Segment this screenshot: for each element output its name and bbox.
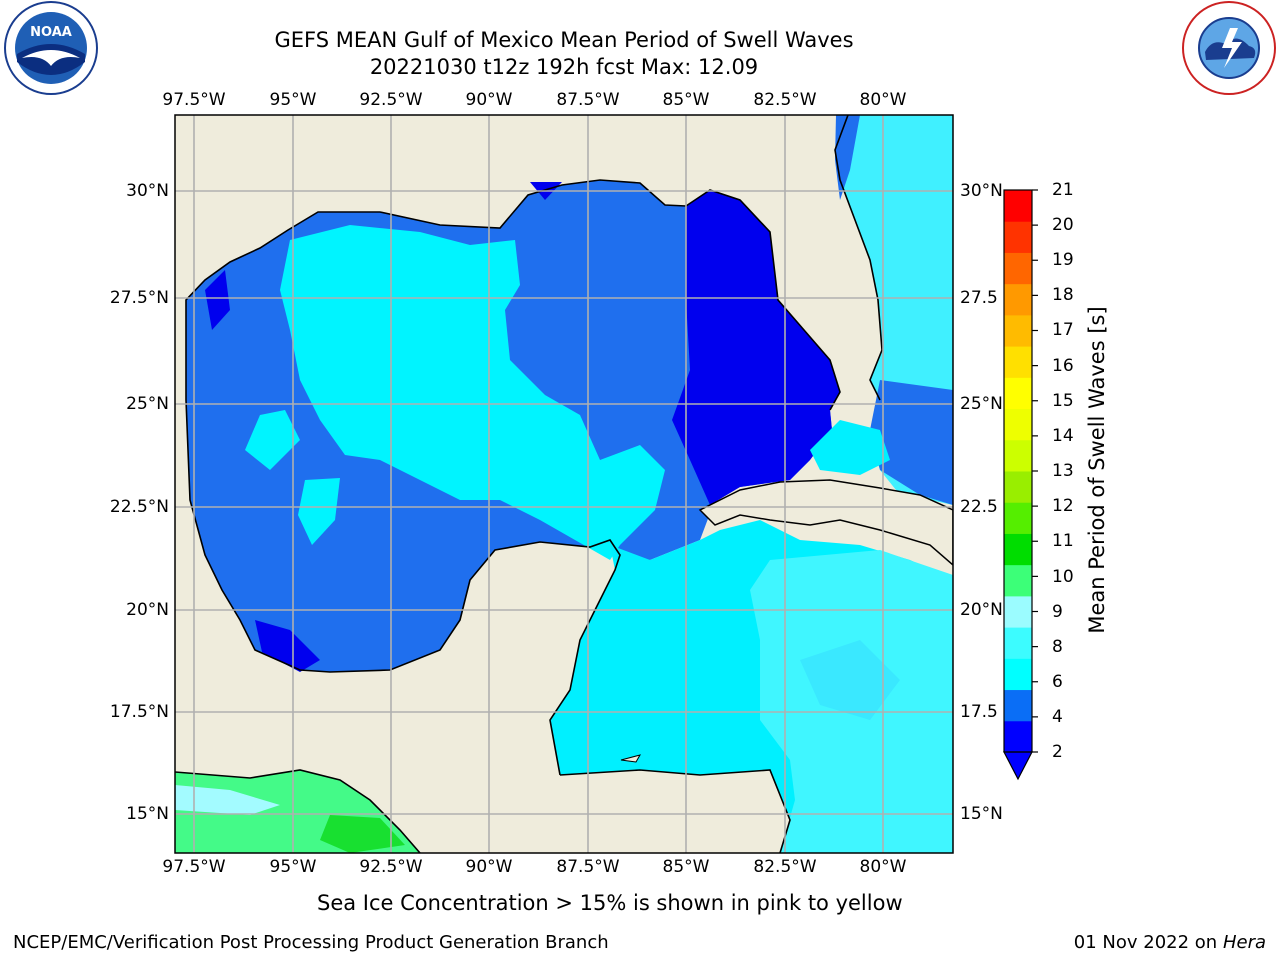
colorbar-tick: 17 — [1052, 320, 1074, 340]
colorbar-tick: 10 — [1052, 567, 1074, 587]
lon-tick-bottom: 90°W — [465, 857, 513, 877]
colorbar-tick: 21 — [1052, 180, 1074, 200]
lon-tick-top: 85°W — [662, 90, 710, 110]
colorbar-tick: 18 — [1052, 285, 1074, 305]
lat-tick-left: 15°N — [126, 804, 169, 824]
lon-tick-bottom: 85°W — [662, 857, 710, 877]
colorbar-segment — [1004, 595, 1032, 628]
colorbar-segment — [1004, 190, 1032, 222]
colorbar-tick: 9 — [1052, 602, 1063, 622]
colorbar-segment — [1004, 314, 1032, 347]
colorbar-segment — [1004, 439, 1032, 472]
colorbar-segment — [1004, 658, 1032, 691]
colorbar-segment — [1004, 689, 1032, 722]
colorbar-segment — [1004, 346, 1032, 378]
svg-text:NOAA: NOAA — [30, 25, 72, 40]
lat-tick-left: 27.5°N — [109, 288, 169, 308]
lat-tick-left: 25°N — [126, 394, 169, 414]
credit-line: NCEP/EMC/Verification Post Processing Pr… — [13, 932, 609, 953]
lon-tick-top: 80°W — [859, 90, 907, 110]
date-text: 01 Nov 2022 on — [1073, 932, 1218, 953]
lat-tick-left: 20°N — [126, 600, 169, 620]
colorbar-segment — [1004, 221, 1032, 253]
host-name: Hera — [1222, 932, 1266, 953]
lon-tick-top: 95°W — [269, 90, 317, 110]
colorbar-extend-arrow — [1003, 751, 1033, 781]
lat-tick-right: 17.5 — [960, 702, 998, 722]
map-area — [175, 115, 953, 853]
lon-tick-top: 97.5°W — [162, 90, 226, 110]
swell-region-central — [280, 225, 665, 560]
colorbar-tick: 11 — [1052, 531, 1074, 551]
graticule — [175, 115, 953, 853]
lat-tick-left: 30°N — [126, 181, 169, 201]
lon-tick-bottom: 80°W — [859, 857, 907, 877]
lat-tick-right: 22.5 — [960, 497, 998, 517]
lat-tick-left: 22.5°N — [109, 497, 169, 517]
chart-subtitle: 20221030 t12z 192h fcst Max: 12.09 — [369, 55, 759, 79]
colorbar-tick: 16 — [1052, 356, 1074, 376]
colorbar-tick: 15 — [1052, 391, 1074, 411]
lon-tick-top: 92.5°W — [359, 90, 423, 110]
lat-tick-left: 17.5°N — [109, 702, 169, 722]
colorbar-tick: 2 — [1052, 742, 1063, 762]
lat-tick-right: 20°N — [960, 600, 1003, 620]
cuba-land — [698, 479, 953, 566]
colorbar — [1003, 189, 1038, 781]
colorbar-segment — [1004, 377, 1032, 410]
lon-tick-bottom: 97.5°W — [162, 857, 226, 877]
colorbar-segment — [1004, 720, 1032, 753]
lat-tick-right: 30°N — [960, 181, 1003, 201]
colorbar-tick: 4 — [1052, 707, 1063, 727]
lat-tick-right: 15°N — [960, 804, 1003, 824]
lat-tick-right: 27.5 — [960, 288, 998, 308]
colorbar-segment — [1004, 502, 1032, 534]
colorbar-tick: 12 — [1052, 496, 1074, 516]
lat-tick-right: 25°N — [960, 394, 1003, 414]
colorbar-tick: 8 — [1052, 637, 1063, 657]
coastline-florida-east — [834, 115, 883, 401]
chart-title: GEFS MEAN Gulf of Mexico Mean Period of … — [274, 28, 854, 52]
colorbar-segment — [1004, 283, 1032, 316]
colorbar-segment — [1004, 408, 1032, 441]
colorbar-tick: 14 — [1052, 426, 1074, 446]
colorbar-label: Mean Period of Swell Waves [s] — [1085, 306, 1109, 634]
noaa-logo: NOAA — [4, 1, 98, 95]
coastline-central-america — [175, 769, 791, 853]
colorbar-tick: 20 — [1052, 215, 1074, 235]
swell-region-east — [672, 190, 840, 505]
colorbar-tick: 19 — [1052, 250, 1074, 270]
colorbar-segment — [1004, 627, 1032, 659]
sea-ice-note: Sea Ice Concentration > 15% is shown in … — [317, 891, 903, 915]
nws-logo — [1182, 1, 1276, 95]
colorbar-segment — [1004, 471, 1032, 503]
colorbar-segment — [1004, 252, 1032, 285]
map-frame — [174, 114, 954, 854]
lon-tick-top: 87.5°W — [556, 90, 620, 110]
lon-tick-bottom: 82.5°W — [753, 857, 817, 877]
colorbar-segment — [1004, 533, 1032, 566]
colorbar-tick: 6 — [1052, 672, 1063, 692]
lon-tick-top: 82.5°W — [753, 90, 817, 110]
lon-tick-bottom: 92.5°W — [359, 857, 423, 877]
colorbar-tick: 13 — [1052, 461, 1074, 481]
lon-tick-bottom: 87.5°W — [556, 857, 620, 877]
colorbar-segment — [1004, 564, 1032, 597]
lon-tick-bottom: 95°W — [269, 857, 317, 877]
date-line: 01 Nov 2022 on Hera — [1074, 932, 1266, 954]
lon-tick-top: 90°W — [465, 90, 513, 110]
